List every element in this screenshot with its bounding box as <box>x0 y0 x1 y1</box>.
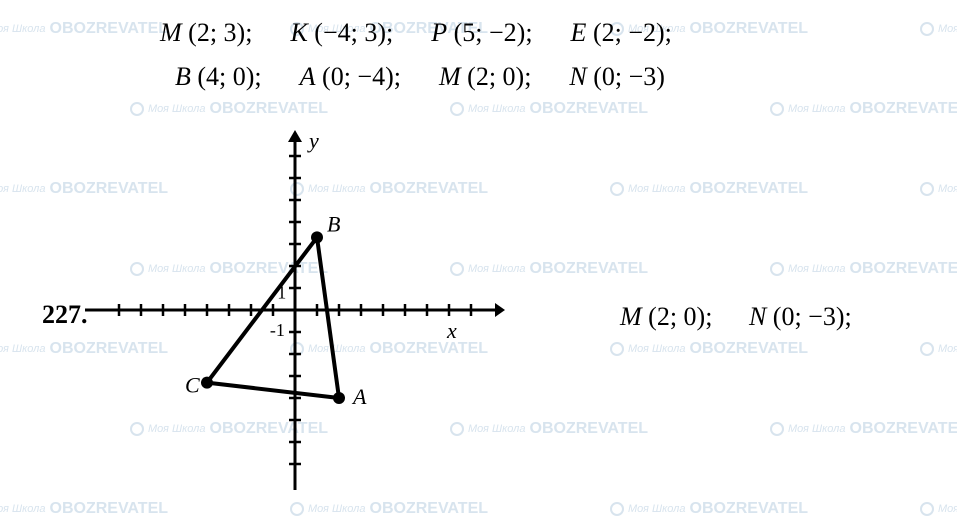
coord-K: K (−4; 3); <box>290 18 393 48</box>
watermark-item: Моя Школа OBOZREVATEL <box>0 20 168 41</box>
coord-N: N (0; −3) <box>569 62 665 92</box>
watermark-item: Моя Школа OBOZREVATEL <box>610 180 808 201</box>
coord-E: E (2; −2); <box>571 18 672 48</box>
coord-B: B (4; 0); <box>175 62 262 92</box>
watermark-item: Моя Школа OBOZREVATEL <box>0 500 168 521</box>
coord-M2: M (2; 0); <box>439 62 531 92</box>
watermark-item: Моя Школа OBOZREVATEL <box>920 20 957 41</box>
coord-M-right: M (2; 0); <box>620 302 712 331</box>
watermark-item: Моя Школа OBOZREVATEL <box>770 260 957 281</box>
watermark-item: Моя Школа OBOZREVATEL <box>920 180 957 201</box>
svg-text:x: x <box>446 318 457 343</box>
watermark-item: Моя Школа OBOZREVATEL <box>770 420 957 441</box>
coord-M1: M (2; 3); <box>160 18 252 48</box>
svg-text:C: C <box>185 373 200 398</box>
watermark-item: Моя Школа OBOZREVATEL <box>290 500 488 521</box>
problem-number: 227. <box>42 300 88 330</box>
watermark-item: Моя Школа OBOZREVATEL <box>920 340 957 361</box>
coordinate-graph: yx1-1ABC <box>85 130 505 490</box>
svg-text:A: A <box>351 384 367 409</box>
watermark-item: Моя Школа OBOZREVATEL <box>920 500 957 521</box>
coord-N-right: N (0; −3); <box>749 302 852 331</box>
svg-text:B: B <box>327 211 340 236</box>
coord-A: A (0; −4); <box>300 62 401 92</box>
svg-text:y: y <box>307 130 319 153</box>
watermark-item: Моя Школа OBOZREVATEL <box>450 100 648 121</box>
watermark-item: Моя Школа OBOZREVATEL <box>770 100 957 121</box>
watermark-item: Моя Школа OBOZREVATEL <box>610 340 808 361</box>
axis-label-x-and-right-coords: M (2; 0); N (0; −3); <box>580 302 852 332</box>
coordinates-row-2: B (4; 0); A (0; −4); M (2; 0); N (0; −3) <box>175 62 665 92</box>
coordinates-row-1: M (2; 3); K (−4; 3); P (5; −2); E (2; −2… <box>160 18 672 48</box>
watermark-item: Моя Школа OBOZREVATEL <box>130 100 328 121</box>
coord-P: P (5; −2); <box>431 18 532 48</box>
watermark-item: Моя Школа OBOZREVATEL <box>610 500 808 521</box>
svg-text:-1: -1 <box>270 320 285 340</box>
